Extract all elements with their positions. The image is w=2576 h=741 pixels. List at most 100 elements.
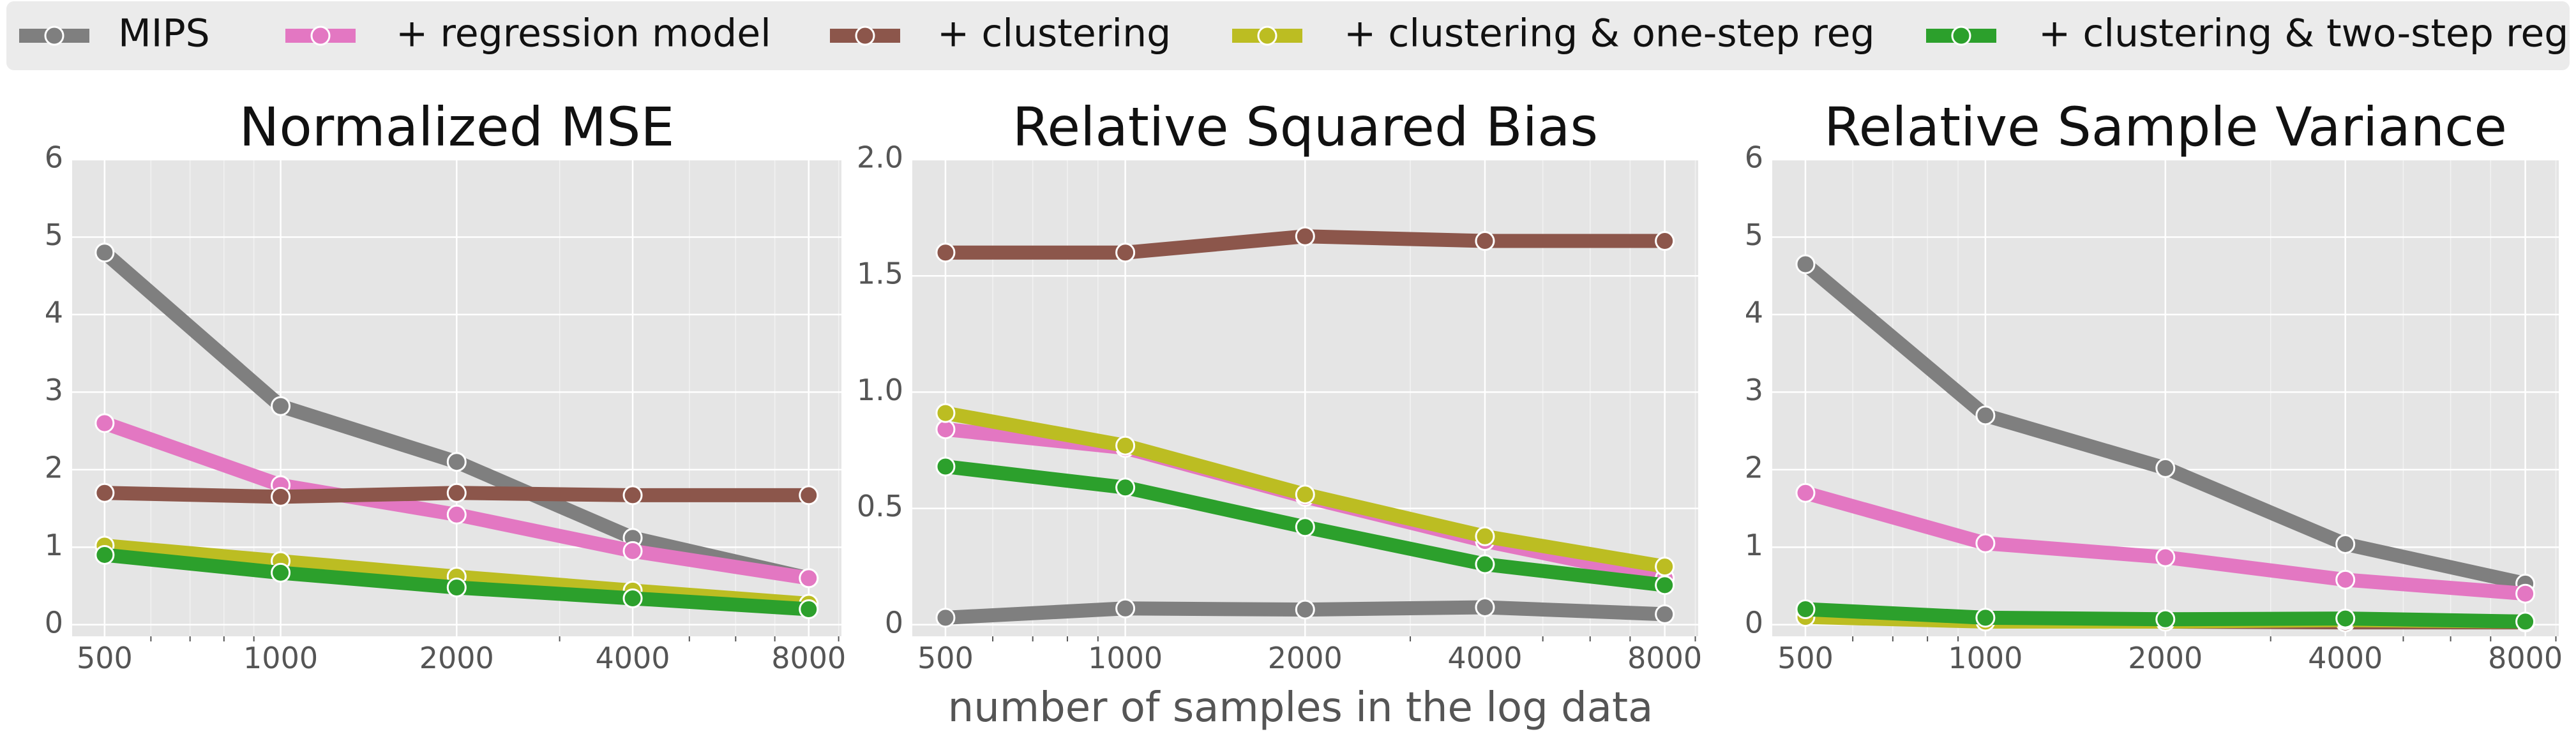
data-point <box>1295 599 1315 620</box>
data-point <box>935 456 956 477</box>
x-tick-label: 500 <box>917 641 974 675</box>
legend-label-clustering: + clustering <box>937 11 1171 56</box>
data-point <box>1655 604 1675 624</box>
series-clustering-and-two-step-reg <box>935 456 1675 595</box>
y-tick-label: 0 <box>1745 605 1763 640</box>
data-point <box>1975 608 1996 628</box>
y-tick-label: 2 <box>45 450 63 484</box>
data-point <box>1655 557 1675 577</box>
chart-panels: 0 1 2 3 4 5 6 500 1000 2000 4000 8000 Normalized MSE… <box>45 96 2563 675</box>
data-point <box>799 599 819 619</box>
data-point <box>2335 534 2356 554</box>
x-tick-label: 4000 <box>595 641 670 675</box>
panel-title-2: Relative Squared Bias <box>1013 96 1598 158</box>
y-tick-label: 0 <box>45 605 63 640</box>
data-point <box>935 419 956 440</box>
x-tick-label: 2000 <box>419 641 494 675</box>
y-tick-label: 1.5 <box>857 257 903 291</box>
series-regression-model <box>94 413 819 588</box>
data-point <box>1115 435 1136 456</box>
y-tick-label: 4 <box>45 295 63 329</box>
panel-title-3: Relative Sample Variance <box>1824 96 2507 158</box>
data-point <box>94 483 115 503</box>
series-clustering-and-two-step-reg <box>1795 599 2536 632</box>
legend-item-clustering: + clustering <box>830 11 1171 56</box>
y-tick-label: 3 <box>1745 373 1763 407</box>
data-point <box>935 608 956 628</box>
data-point <box>1795 599 1816 619</box>
data-point <box>1475 526 1495 546</box>
data-point <box>94 413 115 433</box>
data-point <box>622 588 643 608</box>
y-tick-label: 2.0 <box>857 140 903 175</box>
data-point <box>446 452 467 472</box>
data-point <box>1795 483 1816 503</box>
data-point <box>1975 405 1996 426</box>
data-point <box>2155 609 2176 629</box>
legend-label-clustering-and-two-step-reg: + clustering & two-step reg <box>2038 11 2568 56</box>
data-point <box>622 485 643 505</box>
data-point <box>94 243 115 263</box>
legend-label-mips: MIPS <box>118 11 210 56</box>
series-regression-model <box>1795 483 2536 604</box>
data-point <box>2515 611 2536 632</box>
x-tick-label: 8000 <box>1627 641 1702 675</box>
data-point <box>1115 477 1136 498</box>
data-point <box>622 541 643 561</box>
legend-marker-clustering-and-one-step-reg <box>1257 26 1277 46</box>
data-point <box>1115 598 1136 618</box>
panel-1: 0 1 2 3 4 5 6 500 1000 2000 4000 8000 Normalized MSE <box>45 96 847 675</box>
series-mips <box>1795 254 2536 594</box>
y-tick-label: 1.0 <box>857 373 903 407</box>
legend-label-regression-model: + regression model <box>396 11 771 56</box>
data-point <box>1295 517 1315 537</box>
legend: MIPS + regression model + clustering + clus… <box>6 1 2570 70</box>
data-point <box>1295 484 1315 505</box>
legend-item-clustering-and-one-step-reg: + clustering & one-step reg <box>1232 11 1875 56</box>
x-tick-label: 1000 <box>1088 641 1163 675</box>
data-point <box>1475 231 1495 251</box>
x-tick-label: 2000 <box>1268 641 1343 675</box>
data-point <box>2155 547 2176 567</box>
data-point <box>935 403 956 423</box>
y-tick-label: 6 <box>1745 140 1763 175</box>
data-point <box>1115 243 1136 263</box>
legend-item-mips: MIPS <box>19 11 210 56</box>
series-clustering-and-two-step-reg <box>94 544 819 619</box>
data-point <box>1655 575 1675 595</box>
x-tick-label: 500 <box>1777 641 1834 675</box>
series-clustering <box>935 226 1675 263</box>
data-point <box>1975 533 1996 553</box>
data-point <box>94 544 115 565</box>
panel-2: 0 0.5 1.0 1.5 2.0 500 1000 2000 4000 8000 Relative… <box>857 96 1702 675</box>
legend-marker-mips <box>44 26 64 46</box>
y-tick-label: 6 <box>45 140 63 175</box>
legend-item-regression-model: + regression model <box>285 11 771 56</box>
y-tick-label: 0.5 <box>857 489 903 523</box>
legend-marker-clustering <box>855 26 875 46</box>
data-point <box>446 483 467 503</box>
data-point <box>2335 608 2356 629</box>
x-tick-label: 4000 <box>2308 641 2383 675</box>
x-tick-label: 8000 <box>771 641 846 675</box>
data-point <box>799 485 819 505</box>
data-point <box>1475 597 1495 617</box>
y-tick-label: 5 <box>1745 218 1763 252</box>
data-point <box>271 486 291 507</box>
data-point <box>1795 254 1816 274</box>
y-tick-label: 1 <box>1745 528 1763 562</box>
data-point <box>2515 583 2536 604</box>
panel-title-1: Normalized MSE <box>239 96 675 158</box>
y-tick-label: 3 <box>45 373 63 407</box>
y-tick-label: 4 <box>1745 295 1763 329</box>
legend-marker-clustering-and-two-step-reg <box>1951 26 1971 46</box>
x-tick-label: 1000 <box>1948 641 2022 675</box>
data-point <box>935 243 956 263</box>
y-tick-label: 0 <box>885 605 903 640</box>
series-clustering-and-one-step-reg <box>935 403 1675 577</box>
legend-label-clustering-and-one-step-reg: + clustering & one-step reg <box>1344 11 1875 56</box>
data-point <box>1655 231 1675 251</box>
x-tick-label: 4000 <box>1447 641 1522 675</box>
panel-3: 0 1 2 3 4 5 6 500 1000 2000 4000 8000 Relative Sampl… <box>1745 96 2563 675</box>
